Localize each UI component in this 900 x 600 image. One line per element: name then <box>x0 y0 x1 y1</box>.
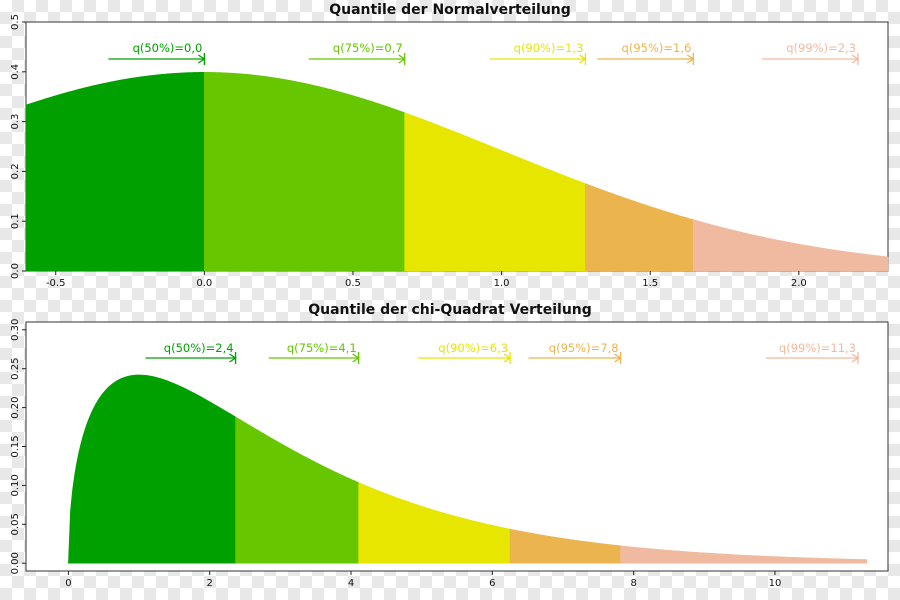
x-tick-label: 1.5 <box>642 278 658 289</box>
x-tick-label: 0.0 <box>196 278 212 289</box>
y-tick-label: 0.15 <box>10 435 21 457</box>
y-tick-label: 0.30 <box>10 319 21 341</box>
x-tick-label: 1.0 <box>494 278 510 289</box>
y-tick-label: 0.25 <box>10 358 21 380</box>
x-tick-label: 8 <box>630 578 636 589</box>
normal-x-axis: -0.5 0.0 0.5 1.0 1.5 2.0 <box>46 271 807 289</box>
area-segment-5 <box>693 219 889 272</box>
x-tick-label: 10 <box>769 578 782 589</box>
normal-panel: Quantile der Normalverteilung q(50%)=0,0… <box>10 2 889 289</box>
quantile-label: q(50%)=0,0 <box>133 41 203 55</box>
chisq-area-segments <box>68 374 868 564</box>
y-tick-label: 0.5 <box>10 14 21 30</box>
x-tick-label: 2.0 <box>791 278 807 289</box>
chisq-y-axis: 0.00 0.05 0.10 0.15 0.20 0.25 0.30 <box>10 319 26 574</box>
area-segment-1 <box>25 72 205 272</box>
normal-y-axis: 0.0 0.1 0.2 0.3 0.4 0.5 <box>10 14 26 279</box>
quantile-label: q(90%)=1,3 <box>514 41 584 55</box>
x-tick-label: 4 <box>348 578 354 589</box>
area-segment-1 <box>68 374 236 564</box>
y-tick-label: 0.00 <box>10 552 21 574</box>
quantile-label: q(75%)=0,7 <box>333 41 403 55</box>
y-tick-label: 0.0 <box>10 263 21 279</box>
area-segment-3 <box>404 112 586 272</box>
chisq-x-axis: 0 2 4 6 8 10 <box>65 571 781 589</box>
x-tick-label: 0 <box>65 578 71 589</box>
chisq-panel: Quantile der chi-Quadrat Verteilung q(50… <box>10 302 889 589</box>
chisq-chart-title: Quantile der chi-Quadrat Verteilung <box>308 302 592 318</box>
chisq-quantile-labels: q(50%)=2,4 q(75%)=4,1 q(90%)=6,3 q(95%)=7,8… <box>145 341 860 364</box>
y-tick-label: 0.3 <box>10 114 21 130</box>
y-tick-label: 0.1 <box>10 213 21 229</box>
y-tick-label: 0.4 <box>10 64 21 80</box>
x-tick-label: 2 <box>207 578 213 589</box>
quantile-label: q(75%)=4,1 <box>287 341 357 355</box>
quantile-label: q(95%)=7,8 <box>549 341 619 355</box>
quantile-label: q(99%)=11,3 <box>779 341 856 355</box>
area-segment-2 <box>235 416 359 564</box>
quantile-label: q(95%)=1,6 <box>622 41 692 55</box>
y-tick-label: 0.20 <box>10 396 21 418</box>
normal-area-segments <box>25 72 889 272</box>
quantile-label: q(50%)=2,4 <box>164 341 234 355</box>
area-segment-4 <box>585 183 694 272</box>
area-segment-5 <box>620 545 868 564</box>
area-segment-2 <box>204 72 405 272</box>
y-tick-label: 0.05 <box>10 513 21 535</box>
x-tick-label: 0.5 <box>345 278 361 289</box>
quantile-label: q(99%)=2,3 <box>786 41 856 55</box>
y-tick-label: 0.2 <box>10 163 21 179</box>
x-tick-label: 6 <box>489 578 495 589</box>
x-tick-label: -0.5 <box>46 278 66 289</box>
area-segment-4 <box>509 528 621 564</box>
normal-quantile-labels: q(50%)=0,0 q(75%)=0,7 q(90%)=1,3 q(95%)=1,6… <box>108 41 860 65</box>
normal-chart-title: Quantile der Normalverteilung <box>329 2 571 18</box>
y-tick-label: 0.10 <box>10 474 21 496</box>
area-segment-3 <box>358 482 511 564</box>
quantile-label: q(90%)=6,3 <box>438 341 508 355</box>
